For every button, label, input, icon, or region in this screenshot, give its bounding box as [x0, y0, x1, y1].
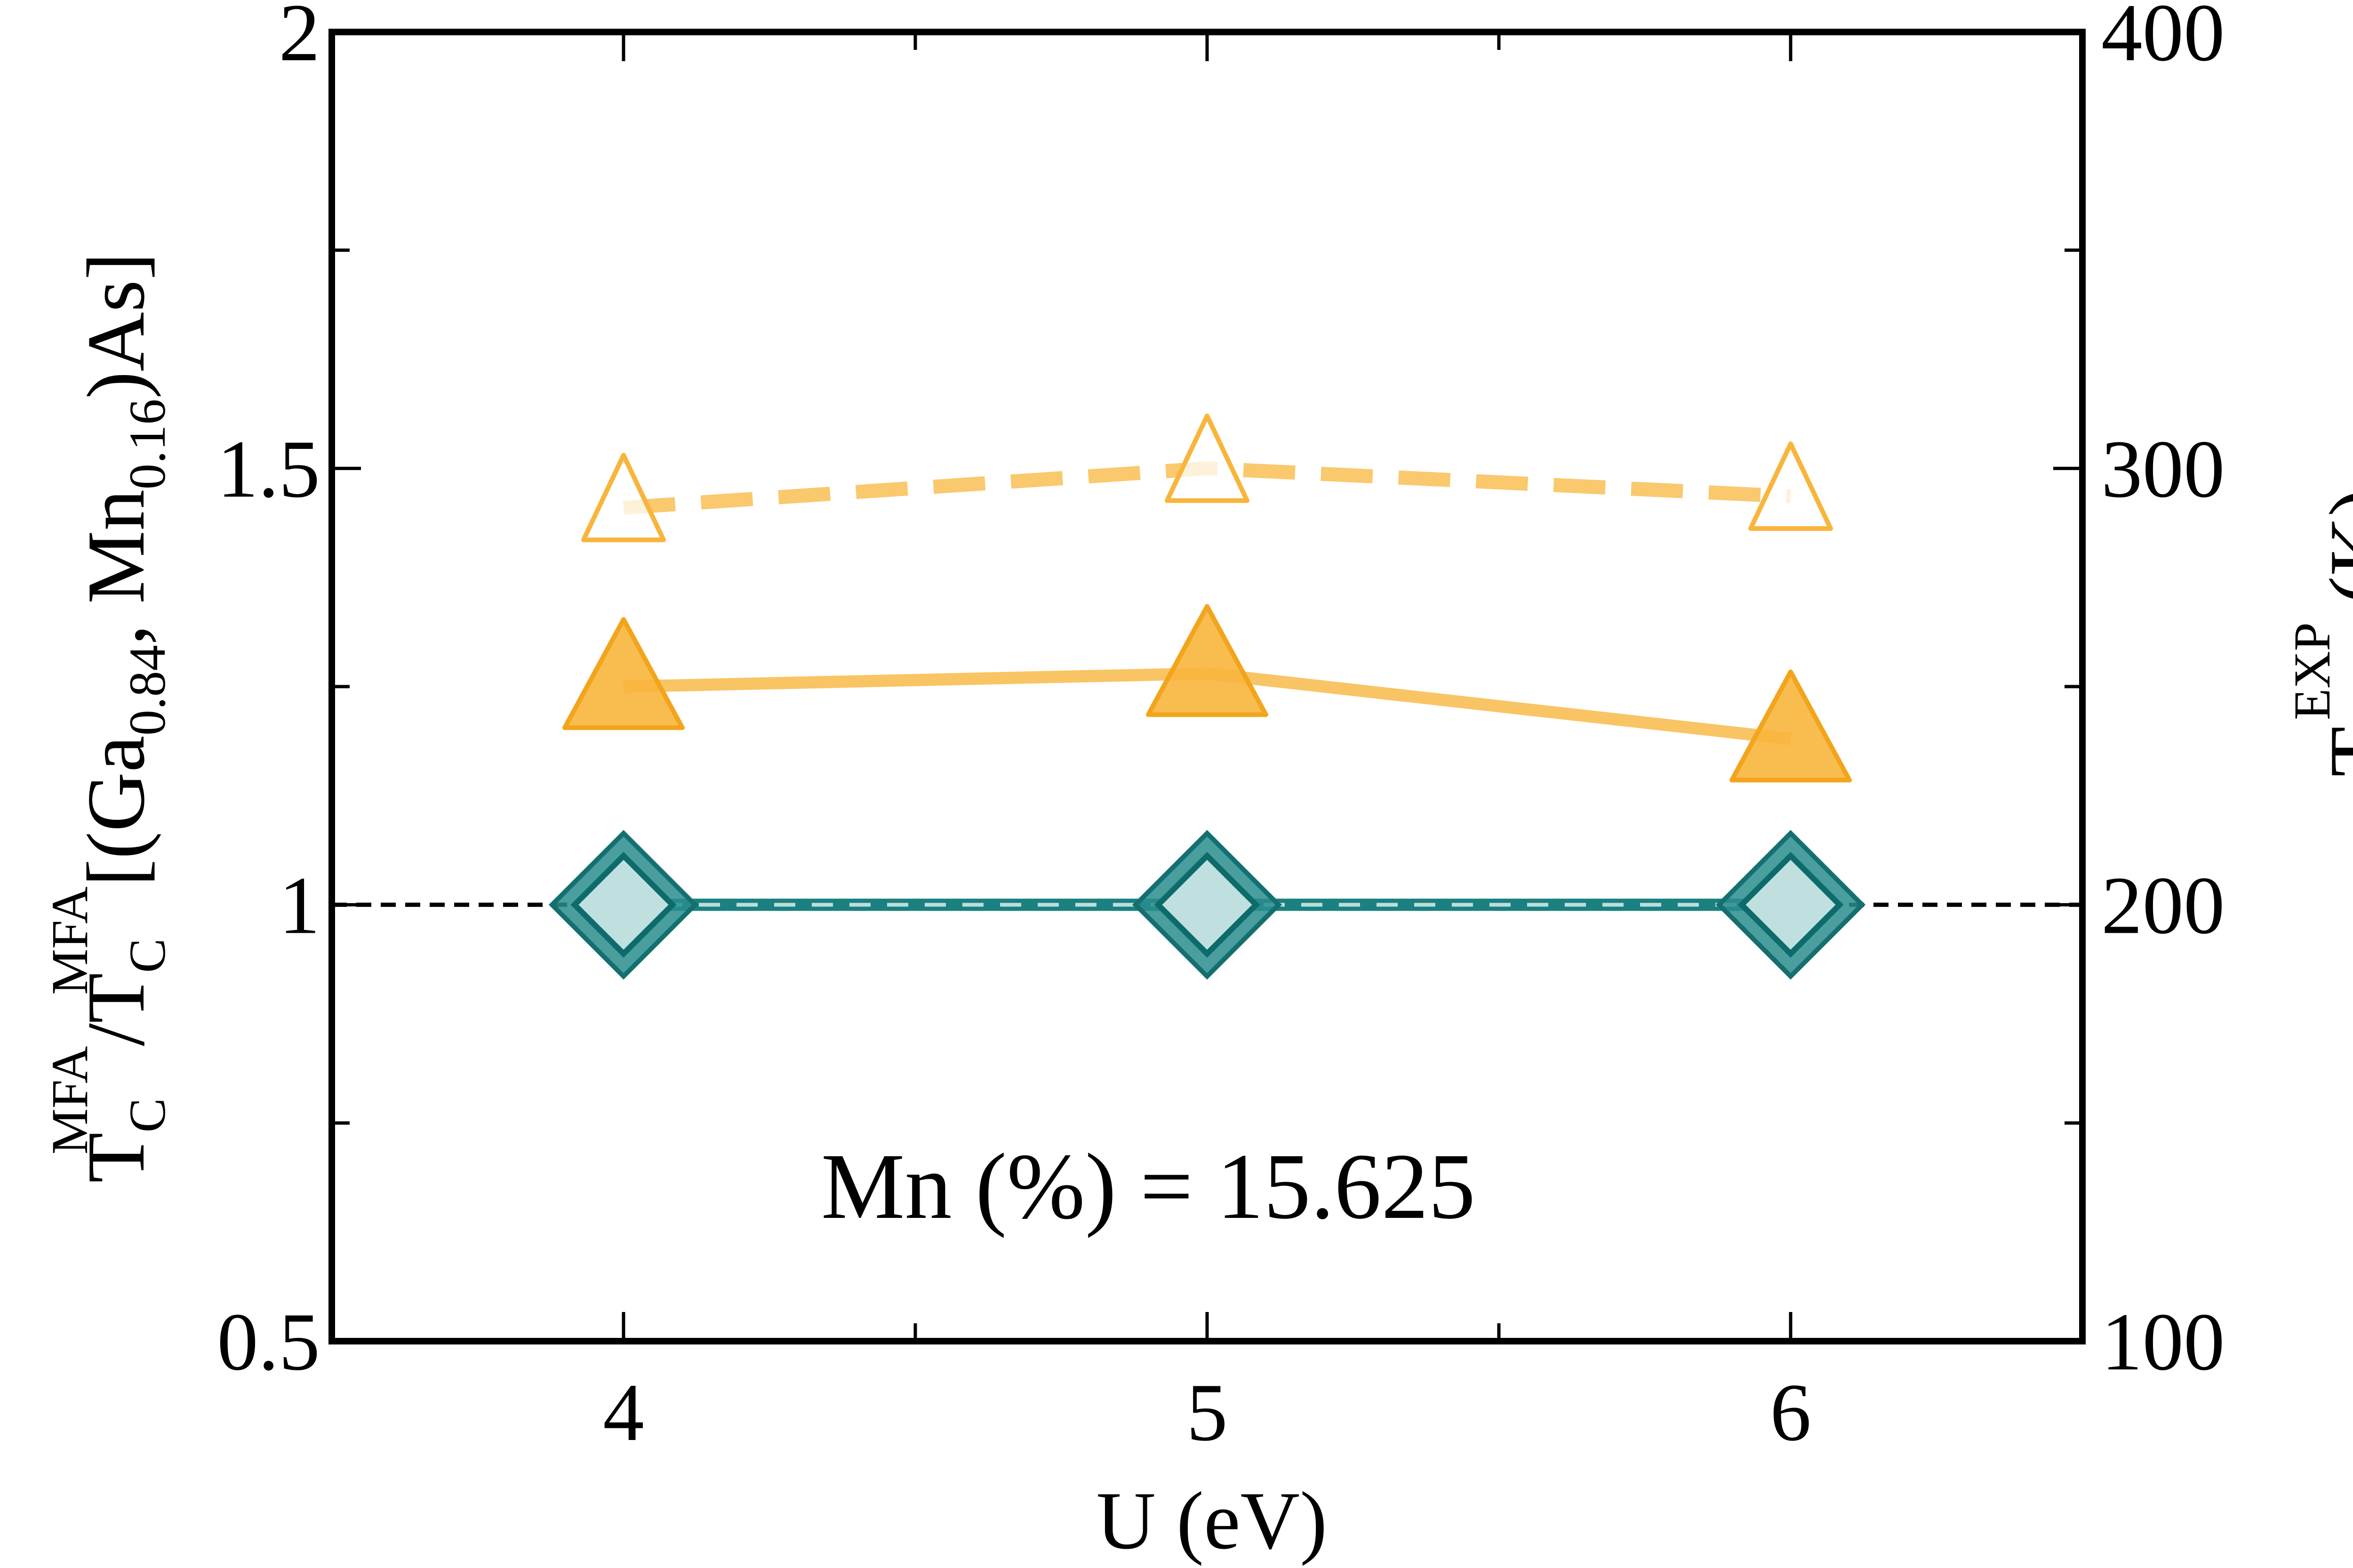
y-label-t2-sub: C [119, 938, 176, 973]
series-layer [548, 413, 1866, 980]
reference-diamond-inner [1737, 852, 1844, 958]
open-triangle-marker [1165, 413, 1249, 503]
y-label-t2-sup: MFA [41, 887, 98, 995]
open-triangle-marker [581, 453, 666, 543]
filled-triangle-marker [1146, 604, 1268, 717]
y2-tick-label: 400 [2101, 0, 2225, 78]
y2-axis-label: TCEXP(K) [2283, 489, 2353, 776]
y2-tick-label: 300 [2101, 423, 2225, 514]
y-tick-label: 2 [279, 0, 320, 78]
y-label-t1: T [70, 1133, 161, 1183]
tick-labels-layer: 4 5 6 0.5 1 1.5 2 100 200 300 400 [217, 0, 2225, 1458]
x-tick-label: 4 [603, 1367, 644, 1458]
y-label-mn-sub: 0.16 [119, 399, 176, 490]
y2-tick-label: 200 [2101, 860, 2225, 951]
y2-tick-label: 100 [2101, 1296, 2225, 1387]
y-label-ga-sub: 0.84 [119, 645, 176, 736]
y2-label-sup: EXP [2283, 622, 2341, 720]
y-label-mid: , Mn [70, 489, 161, 645]
y-label-post: )As] [70, 253, 161, 399]
y2-label-base: T [2313, 727, 2353, 777]
tick-marks-layer [330, 30, 2084, 1343]
y-tick-label: 1 [279, 860, 320, 951]
y-tick-label: 1.5 [217, 423, 320, 514]
annotation-text: Mn (%) = 15.625 [821, 1135, 1475, 1239]
filled-triangle-marker [1729, 669, 1852, 783]
filled-triangle-marker [562, 617, 685, 730]
reference-diamond-inner [1154, 852, 1260, 958]
y2-label-unit: (K) [2313, 489, 2353, 603]
x-tick-label: 5 [1186, 1367, 1228, 1458]
y-label-t1-sub: C [119, 1098, 176, 1132]
x-tick-label: 6 [1770, 1367, 1811, 1458]
y-label-t1-sup: MFA [41, 1046, 98, 1154]
y-label-pre: [(Ga [70, 736, 161, 887]
reference-diamond-inner [570, 852, 677, 958]
x-axis-label: U (eV) [1096, 1475, 1328, 1566]
open-triangle-marker [1748, 441, 1833, 531]
y-tick-label: 0.5 [217, 1296, 320, 1387]
y-label-slash: /T [70, 973, 161, 1046]
y-axis-label: TCMFA/TCMFA[(Ga0.84, Mn0.16)As] [41, 253, 176, 1183]
